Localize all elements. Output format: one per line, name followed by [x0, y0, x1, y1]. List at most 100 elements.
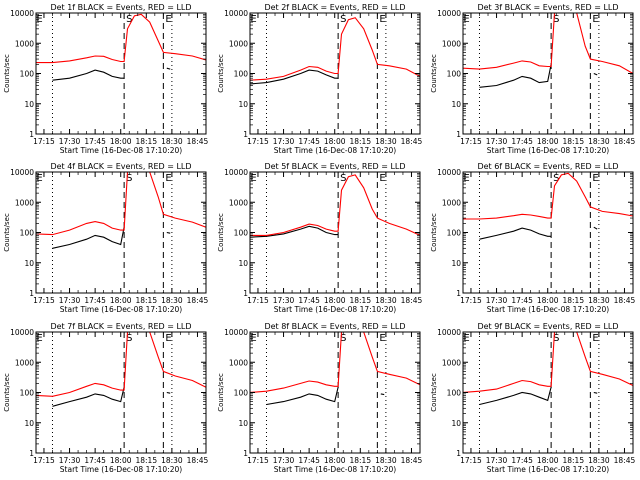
x-tick-label: 17:45 — [511, 456, 533, 465]
x-tick-label: 18:30 — [588, 296, 610, 305]
x-tick-label: 18:45 — [614, 456, 636, 465]
region-label: E — [165, 173, 171, 184]
y-tick-label: 1000 — [229, 39, 248, 48]
interval-markers — [51, 172, 173, 293]
y-tick-label: 1000 — [442, 358, 461, 367]
y-tick-label: 1 — [243, 449, 248, 458]
y-tick-label: 100 — [447, 229, 462, 238]
x-tick-label: 17:45 — [511, 296, 533, 305]
y-tick-label: 1000 — [442, 198, 461, 207]
y-tick-label: 10 — [451, 419, 461, 428]
region-label: E — [463, 14, 469, 25]
y-axis-title: Counts/sec — [430, 373, 438, 412]
panel-title: Det 9f BLACK = Events, RED = LLD — [477, 322, 618, 331]
x-tick-label: 17:45 — [84, 137, 106, 146]
x-tick-label: 18:30 — [375, 456, 397, 465]
y-tick-label: 100 — [20, 70, 35, 79]
y-tick-label: 10000 — [10, 9, 34, 18]
lld-series-line — [250, 17, 420, 81]
y-axis-title: Counts/sec — [3, 213, 11, 252]
plot-frame — [35, 331, 207, 454]
panel-title: Det 7f BLACK = Events, RED = LLD — [50, 322, 191, 331]
x-tick-label: 17:15 — [33, 137, 55, 146]
x-tick-label: 17:30 — [273, 137, 295, 146]
detector-panel: Det 7f BLACK = Events, RED = LLD E S E 1 10 10… — [3, 322, 209, 474]
region-label: E — [379, 14, 385, 25]
x-tick-label: 18:15 — [349, 296, 371, 305]
x-tick-label: 18:30 — [588, 456, 610, 465]
x-tick-label: 17:30 — [59, 137, 81, 146]
y-axis-title: Counts/sec — [3, 54, 11, 93]
region-label: S — [553, 14, 559, 25]
y-axis-title: Counts/sec — [217, 213, 225, 252]
detector-panel: Det 6f BLACK = Events, RED = LLD E S E 1 10 10… — [430, 162, 636, 314]
x-tick-label: 17:45 — [298, 456, 320, 465]
region-label: S — [126, 173, 132, 184]
y-tick-label: 10 — [24, 100, 34, 109]
region-label: E — [165, 333, 171, 344]
region-label: E — [592, 333, 598, 344]
x-tick-label: 18:30 — [161, 456, 183, 465]
region-label: E — [463, 333, 469, 344]
events-series-line — [250, 225, 339, 238]
region-label: E — [36, 173, 42, 184]
y-tick-label: 1 — [29, 449, 34, 458]
y-axis-title: Counts/sec — [3, 373, 11, 412]
x-tick-label: 17:30 — [486, 296, 508, 305]
y-tick-label: 1 — [456, 289, 461, 298]
y-tick-label: 100 — [447, 389, 462, 398]
y-tick-label: 1000 — [15, 39, 34, 48]
x-tick-label: 18:00 — [324, 137, 346, 146]
y-tick-label: 100 — [234, 70, 249, 79]
x-tick-label: 17:15 — [247, 296, 269, 305]
plot-frame — [249, 171, 421, 294]
panel-title: Det 2f BLACK = Events, RED = LLD — [264, 3, 405, 12]
interval-markers — [265, 13, 387, 134]
y-tick-label: 1000 — [442, 39, 461, 48]
y-tick-label: 100 — [234, 389, 249, 398]
y-tick-label: 1 — [456, 130, 461, 139]
x-axis-title: Start Time (16-Dec-08 17:10:20) — [274, 146, 396, 155]
x-tick-label: 18:00 — [324, 456, 346, 465]
events-series-line — [479, 387, 552, 406]
x-tick-label: 17:30 — [273, 296, 295, 305]
y-tick-label: 1 — [456, 449, 461, 458]
x-tick-label: 18:45 — [187, 296, 209, 305]
interval-markers — [265, 172, 387, 293]
x-axis-title: Start Time (16-Dec-08 17:10:20) — [487, 305, 609, 314]
events-series-line — [266, 387, 339, 406]
lld-series-line — [463, 13, 633, 74]
x-axis-title: Start Time (16-Dec-08 17:10:20) — [60, 465, 182, 474]
y-tick-label: 10000 — [224, 9, 248, 18]
y-tick-label: 1000 — [229, 198, 248, 207]
y-axis-title: Counts/sec — [430, 213, 438, 252]
y-tick-label: 10000 — [224, 328, 248, 337]
y-tick-label: 1000 — [229, 358, 248, 367]
detector-panel: Det 8f BLACK = Events, RED = LLD E S E 1 10 10… — [217, 322, 423, 474]
x-tick-label: 18:45 — [187, 456, 209, 465]
x-tick-label: 18:15 — [562, 137, 584, 146]
x-tick-label: 18:45 — [401, 296, 423, 305]
x-tick-label: 17:15 — [460, 137, 482, 146]
plot-frame — [35, 12, 207, 135]
interval-markers — [51, 332, 173, 453]
lld-series-line — [36, 13, 206, 64]
x-tick-label: 18:00 — [537, 137, 559, 146]
x-tick-label: 18:30 — [375, 137, 397, 146]
events-series-line — [52, 387, 125, 407]
interval-markers — [478, 13, 600, 134]
x-tick-label: 18:45 — [401, 137, 423, 146]
events-series-line — [52, 227, 125, 249]
events-series-fragment — [166, 67, 171, 70]
detector-panel: Det 9f BLACK = Events, RED = LLD E S E 1 10 10… — [430, 322, 636, 474]
x-tick-label: 18:15 — [349, 456, 371, 465]
x-tick-label: 17:15 — [33, 296, 55, 305]
interval-markers — [478, 332, 600, 453]
panel-title: Det 5f BLACK = Events, RED = LLD — [264, 162, 405, 171]
events-series-line — [250, 69, 339, 85]
lld-series-line — [463, 332, 633, 394]
lld-series-line — [250, 332, 420, 394]
region-label: S — [126, 333, 132, 344]
x-axis-title: Start Time (16-Dec-08 17:10:20) — [487, 465, 609, 474]
y-tick-label: 10000 — [437, 168, 461, 177]
